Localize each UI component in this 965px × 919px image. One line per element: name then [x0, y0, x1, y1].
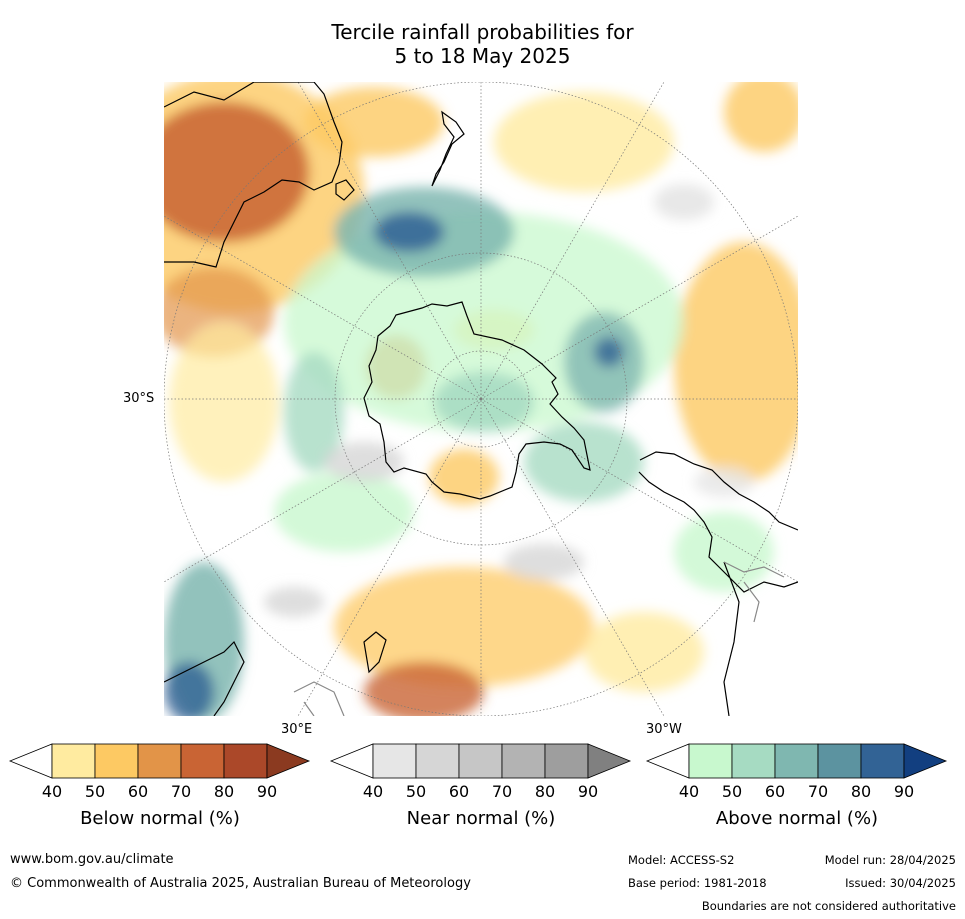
colorbar-segment — [860, 743, 905, 779]
colorbar-extend-low — [645, 743, 690, 779]
colorbar-tick-label: 40 — [678, 782, 700, 801]
chart-title: Tercile rainfall probabilities for 5 to … — [0, 20, 965, 68]
new-zealand-coast — [431, 110, 465, 187]
longitude-label-30e: 30°E — [281, 722, 313, 737]
colorbar-tick-label: 60 — [764, 782, 786, 801]
footer-issued: Issued: 30/04/2025 — [845, 876, 956, 890]
footer-disclaimer: Boundaries are not considered authoritat… — [701, 899, 956, 913]
colorbar-svg-below — [8, 743, 311, 779]
probability-fields — [164, 82, 798, 716]
colorbar-segment — [415, 743, 460, 779]
colorbar-tick-label: 50 — [84, 782, 106, 801]
colorbar-segment — [544, 743, 589, 779]
footer-model-run: Model run: 28/04/2025 — [824, 853, 956, 867]
colorbar-tick-label: 50 — [405, 782, 427, 801]
colorbar-tick-label: 70 — [170, 782, 192, 801]
latitude-label: 30°S — [123, 391, 155, 406]
colorbar-extend-high — [587, 743, 632, 779]
colorbar-tick-label: 80 — [850, 782, 872, 801]
colorbar-svg-above — [645, 743, 948, 779]
colorbar-segment — [372, 743, 417, 779]
colorbar-segment — [774, 743, 819, 779]
africa-coast — [164, 640, 245, 716]
colorbar-above-normal — [645, 743, 948, 779]
colorbar-segment — [94, 743, 139, 779]
longitude-label-30w: 30°W — [646, 722, 682, 737]
colorbar-tick-label: 80 — [534, 782, 556, 801]
colorbar-tick-label: 90 — [256, 782, 278, 801]
colorbar-segment — [688, 743, 733, 779]
tasmania-coast — [335, 179, 355, 201]
colorbar-below-normal — [8, 743, 311, 779]
colorbar-svg-near — [329, 743, 632, 779]
colorbar-tick-label: 40 — [41, 782, 63, 801]
colorbar-segment — [817, 743, 862, 779]
colorbar-tick-label: 60 — [127, 782, 149, 801]
map-svg — [164, 82, 798, 716]
title-line-2: 5 to 18 May 2025 — [394, 44, 571, 68]
colorbar-segment — [501, 743, 546, 779]
colorbar-extend-low — [8, 743, 53, 779]
colorbar-title-near: Near normal (%) — [406, 808, 556, 829]
colorbar-tick-label: 70 — [807, 782, 829, 801]
colorbar-title-below: Below normal (%) — [80, 808, 240, 829]
colorbar-segment — [180, 743, 225, 779]
colorbar-segment — [51, 743, 96, 779]
madagascar-coast — [363, 631, 387, 674]
title-line-1: Tercile rainfall probabilities for — [331, 20, 634, 44]
colorbar-tick-label: 70 — [491, 782, 513, 801]
colorbar-tick-label: 40 — [362, 782, 384, 801]
colorbar-segment — [137, 743, 182, 779]
colorbar-extend-high — [903, 743, 948, 779]
colorbar-segment — [223, 743, 268, 779]
footer-url: www.bom.gov.au/climate — [10, 852, 174, 867]
coastlines — [164, 82, 798, 716]
boundaries — [293, 561, 785, 716]
australia-coast — [164, 82, 343, 268]
colorbar-segment — [458, 743, 503, 779]
colorbar-tick-label: 60 — [448, 782, 470, 801]
colorbar-tick-label: 80 — [213, 782, 235, 801]
footer-copyright: © Commonwealth of Australia 2025, Austra… — [10, 876, 471, 891]
colorbar-extend-high — [266, 743, 311, 779]
colorbar-tick-label: 50 — [721, 782, 743, 801]
antarctica-coast — [363, 301, 591, 500]
polar-rainfall-map — [164, 82, 798, 716]
colorbar-tick-label: 90 — [893, 782, 915, 801]
colorbar-near-normal — [329, 743, 632, 779]
footer-base-period: Base period: 1981-2018 — [628, 876, 767, 890]
colorbar-title-above: Above normal (%) — [715, 808, 879, 829]
colorbar-segment — [731, 743, 776, 779]
colorbar-extend-low — [329, 743, 374, 779]
footer-model: Model: ACCESS-S2 — [628, 853, 735, 867]
colorbar-tick-label: 90 — [577, 782, 599, 801]
graticule — [164, 82, 798, 716]
south-america-coast — [638, 451, 798, 716]
